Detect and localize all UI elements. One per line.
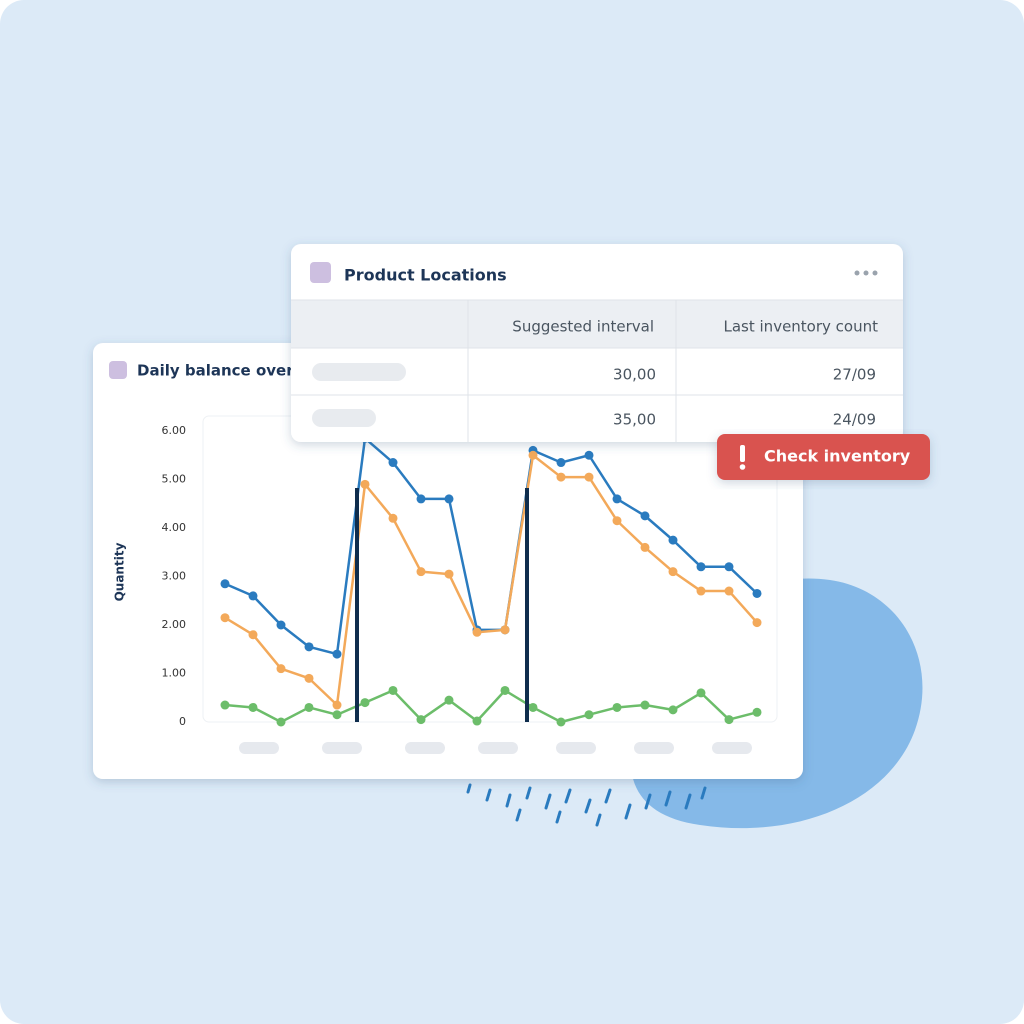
data-point bbox=[416, 567, 426, 577]
card-icon bbox=[109, 361, 127, 379]
data-point bbox=[248, 630, 258, 640]
table-card: Product Locations Suggested interval Las… bbox=[291, 244, 903, 442]
data-point bbox=[276, 664, 286, 674]
data-point bbox=[444, 695, 454, 705]
y-tick-label: 5.00 bbox=[162, 473, 187, 486]
data-point bbox=[752, 588, 762, 598]
y-tick-label: 2.00 bbox=[162, 618, 187, 631]
data-point bbox=[388, 458, 398, 468]
table-title: Product Locations bbox=[344, 266, 507, 285]
column-header: Last inventory count bbox=[724, 318, 879, 336]
cell-placeholder bbox=[312, 409, 376, 427]
table-lines bbox=[291, 299, 903, 442]
data-point bbox=[696, 586, 706, 596]
menu-dots[interactable] bbox=[854, 270, 878, 276]
data-point bbox=[304, 702, 314, 712]
data-point bbox=[332, 700, 342, 710]
data-point bbox=[304, 673, 314, 683]
data-point bbox=[248, 702, 258, 712]
chart-card bbox=[93, 343, 803, 779]
data-point bbox=[276, 717, 286, 727]
alert-label: Check inventory bbox=[764, 447, 911, 466]
data-point bbox=[668, 567, 678, 577]
column-header: Suggested interval bbox=[512, 318, 654, 336]
alert-icon bbox=[740, 445, 745, 462]
data-point bbox=[584, 450, 594, 460]
cell: 27/09 bbox=[833, 366, 876, 384]
y-tick-label: 1.00 bbox=[162, 667, 187, 680]
data-point bbox=[640, 700, 650, 710]
y-tick-label: 3.00 bbox=[162, 570, 187, 583]
data-point bbox=[332, 710, 342, 720]
table-header-bg bbox=[291, 300, 903, 348]
series-line bbox=[224, 454, 758, 707]
chart-title: Daily balance overvi bbox=[137, 362, 309, 380]
data-point bbox=[528, 450, 538, 460]
data-point bbox=[668, 535, 678, 545]
data-point bbox=[332, 649, 342, 659]
data-point bbox=[276, 620, 286, 630]
data-point bbox=[556, 458, 566, 468]
event-markers bbox=[355, 488, 529, 722]
data-point bbox=[472, 716, 482, 726]
data-point bbox=[360, 698, 370, 708]
data-point bbox=[612, 516, 622, 526]
series-line bbox=[224, 689, 758, 724]
data-point bbox=[640, 542, 650, 552]
data-point bbox=[724, 562, 734, 572]
data-point bbox=[668, 705, 678, 715]
data-point bbox=[696, 688, 706, 698]
cell-placeholder bbox=[312, 363, 406, 381]
data-point bbox=[752, 707, 762, 717]
data-point bbox=[724, 586, 734, 596]
data-point bbox=[584, 710, 594, 720]
y-axis-label: Quantity bbox=[113, 542, 127, 601]
card-icon bbox=[310, 262, 331, 283]
data-point bbox=[584, 472, 594, 482]
data-point bbox=[304, 642, 314, 652]
data-point bbox=[444, 569, 454, 579]
alert-icon bbox=[739, 464, 746, 470]
data-point bbox=[416, 715, 426, 725]
data-point bbox=[500, 625, 510, 635]
data-point bbox=[752, 618, 762, 628]
data-point bbox=[248, 591, 258, 601]
data-point bbox=[388, 513, 398, 523]
data-point bbox=[528, 702, 538, 712]
data-point bbox=[640, 511, 650, 521]
x-label-placeholders bbox=[239, 742, 752, 754]
data-point bbox=[556, 717, 566, 727]
data-point bbox=[724, 715, 734, 725]
plot: 0 1.00 2.00 3.00 4.00 5.00 6.00 bbox=[162, 424, 762, 728]
data-point bbox=[444, 494, 454, 504]
dashes bbox=[466, 783, 707, 827]
y-tick-label: 6.00 bbox=[162, 424, 187, 437]
alert-bg[interactable] bbox=[717, 434, 930, 480]
y-tick-label: 4.00 bbox=[162, 521, 187, 534]
data-point bbox=[556, 472, 566, 482]
y-tick-label: 0 bbox=[179, 715, 186, 728]
data-point bbox=[696, 562, 706, 572]
data-point bbox=[220, 579, 230, 589]
data-point bbox=[416, 494, 426, 504]
data-point bbox=[612, 494, 622, 504]
data-point bbox=[360, 479, 370, 489]
cell: 30,00 bbox=[613, 366, 656, 384]
data-point bbox=[388, 685, 398, 695]
data-point bbox=[612, 702, 622, 712]
data-point bbox=[220, 700, 230, 710]
cell: 24/09 bbox=[833, 411, 876, 429]
data-point bbox=[220, 613, 230, 623]
cell: 35,00 bbox=[613, 411, 656, 429]
alert-button[interactable]: Check inventory bbox=[717, 434, 930, 480]
data-point bbox=[472, 627, 482, 637]
data-point bbox=[500, 685, 510, 695]
